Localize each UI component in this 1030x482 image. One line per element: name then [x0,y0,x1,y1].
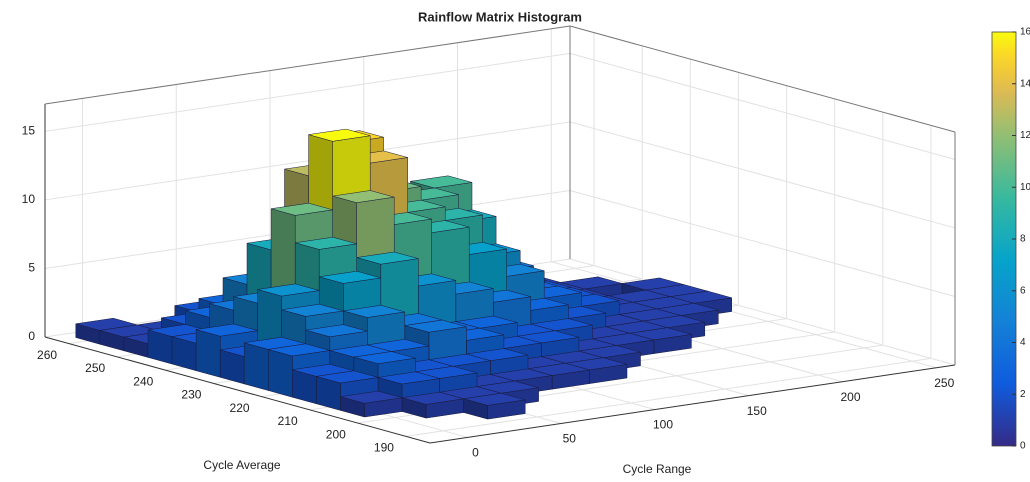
colorbar-tick-label: 2 [1020,389,1026,400]
bar [614,385,676,397]
y-tick-label: 200 [840,390,860,404]
bar-base [651,379,713,391]
bar-top [196,323,258,337]
x-tick-label: 230 [181,388,201,402]
grid-line [569,52,956,160]
bar-base [705,330,767,342]
bar-top [377,371,440,385]
chart-title: Rainflow Matrix Histogram [418,9,582,24]
grid-line [405,357,932,437]
z-tick-label: 10 [22,192,36,206]
z-tick-label: 0 [28,329,35,343]
colorbar-tick-label: 6 [1020,285,1026,296]
bar [791,338,853,350]
bar-top [332,190,395,203]
bar-top [353,351,416,364]
grid-line [569,258,956,366]
bar [340,390,403,418]
box-edge [569,25,956,133]
x-tick-label: 200 [326,427,346,441]
bar-base [742,325,804,337]
bar [641,360,703,372]
bar-side [195,329,221,378]
grid-line [44,52,571,132]
x-tick-label: 260 [37,348,57,362]
grid-line [44,121,571,201]
bar-top [410,175,473,189]
axis-line [429,364,956,444]
bar [463,392,526,420]
bar [539,396,601,408]
bar-top [281,303,344,317]
z-tick-label: 15 [22,124,36,138]
x-axis-label: Cycle Average [203,458,280,472]
bar [678,355,740,367]
bar [753,344,815,356]
x-tick-label: 220 [230,401,250,415]
y-axis-label: Cycle Range [623,462,692,476]
bar-top [356,251,419,265]
bar-top [295,236,357,250]
colorbar-tick-label: 14 [1020,78,1030,89]
bars [75,128,901,420]
bar-top [343,305,405,318]
y-tick-label: 150 [747,404,767,418]
bar-top [271,202,333,216]
colorbar-tick-label: 4 [1020,337,1026,348]
x-tick-label: 210 [278,414,298,428]
colorbar-tick-label: 16 [1020,27,1030,38]
bar-base [839,351,901,363]
bar-base [753,344,815,356]
bar-side [268,349,293,398]
bar [839,351,901,363]
bar [726,368,788,380]
bar-top [316,370,379,384]
colorbar-tick-label: 8 [1020,234,1026,245]
bar-top [257,283,320,297]
box-edge [44,25,571,105]
y-tick-label: 50 [563,432,577,446]
bar [742,325,804,337]
bar-top [340,390,403,404]
y-tick-label: 0 [472,446,479,460]
bar-top [404,319,467,333]
bar-top [268,343,330,357]
grid-line [569,121,956,229]
bar-top [308,128,371,142]
bar-top [305,324,368,338]
bar [801,357,863,369]
x-tick-label: 250 [85,361,105,375]
y-tick-label: 250 [934,376,954,390]
z-tick-label: 5 [28,261,35,275]
colorbar-tick-label: 12 [1020,130,1030,141]
bar-base [614,385,676,397]
bar-side [243,342,269,391]
colorbar-tick-label: 0 [1020,441,1026,452]
x-tick-label: 190 [374,441,394,455]
bar [705,330,767,342]
bar-top [319,270,381,284]
bar-base [641,360,703,372]
bar-base [726,368,788,380]
grid-line [551,261,937,369]
y-tick-label: 100 [653,418,673,432]
bar [689,374,751,386]
colorbar-tick-label: 10 [1020,182,1030,193]
bar-top [463,392,526,406]
bar-base [689,374,751,386]
bar-top [401,391,464,405]
bar-base [791,338,853,350]
grid-line [569,189,956,297]
axis-line [44,336,431,444]
bar-base [539,396,601,408]
bar [651,379,713,391]
bar-base [678,355,740,367]
bar-base [801,357,863,369]
x-tick-label: 240 [133,374,153,388]
bar [401,391,464,419]
